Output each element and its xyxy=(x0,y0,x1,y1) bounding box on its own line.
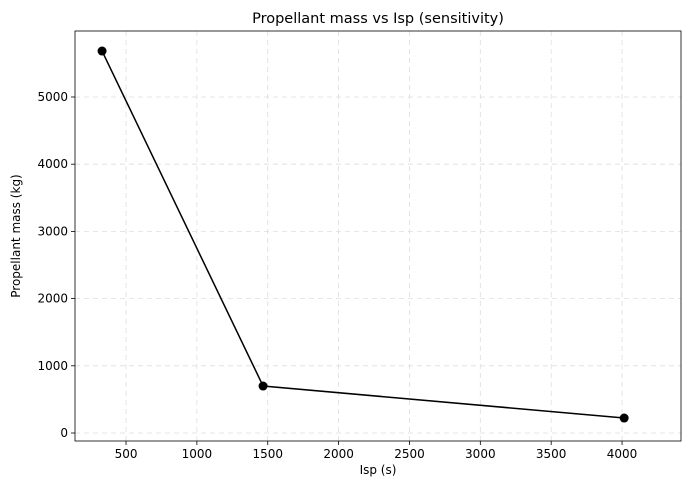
x-axis-label: Isp (s) xyxy=(360,463,397,477)
line xyxy=(101,50,625,419)
point xyxy=(619,413,629,423)
point xyxy=(97,46,107,56)
point xyxy=(258,381,268,391)
plot xyxy=(97,46,629,423)
y-tick-label: 1000 xyxy=(37,359,68,373)
axes-frame xyxy=(74,30,682,442)
y-axis-label: Propellant mass (kg) xyxy=(9,174,23,297)
y-tick-label: 2000 xyxy=(37,292,68,306)
y-tick-label: 4000 xyxy=(37,157,68,171)
x-tick-label: 1500 xyxy=(252,447,283,461)
y-tick-label: 0 xyxy=(60,426,68,440)
x-tick-label: 1000 xyxy=(182,447,213,461)
x-tick-label: 500 xyxy=(115,447,138,461)
x-tick-label: 3500 xyxy=(536,447,567,461)
chart-title: Propellant mass vs Isp (sensitivity) xyxy=(252,11,504,27)
x-tick-label: 2000 xyxy=(323,447,354,461)
grid xyxy=(75,31,681,441)
y-tick-label: 5000 xyxy=(37,90,68,104)
x-tick-label: 2500 xyxy=(394,447,425,461)
x-tick-label: 3000 xyxy=(465,447,496,461)
y-tick-label: 3000 xyxy=(37,224,68,238)
x-tick-label: 4000 xyxy=(607,447,638,461)
